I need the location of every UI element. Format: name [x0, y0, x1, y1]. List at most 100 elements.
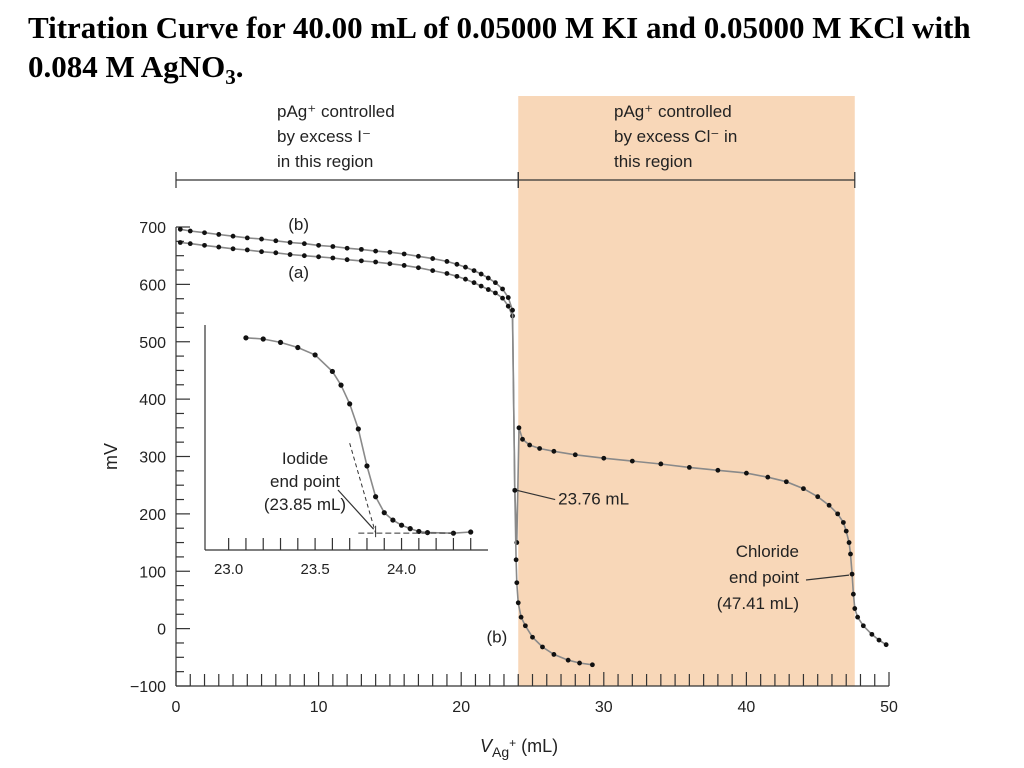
region-right-label: by excess Cl⁻ in: [614, 127, 737, 146]
series-a-point: [835, 511, 841, 517]
series-a-point: [658, 461, 664, 467]
series-b-point: [444, 259, 450, 264]
series-b-point: [518, 614, 524, 620]
series-a-point: [259, 249, 264, 255]
series-a-point: [840, 520, 846, 525]
series-a-point: [316, 254, 321, 260]
annotation-endpoint: 23.76 mL: [558, 490, 629, 509]
series-b-point: [500, 286, 505, 292]
series-b-label: (b): [486, 628, 507, 647]
series-b-point: [505, 295, 511, 300]
series-a-point: [601, 455, 607, 461]
series-a-point: [493, 290, 498, 296]
series-b-point: [187, 228, 193, 234]
y-axis-label: mV: [101, 443, 121, 470]
series-a-point: [846, 540, 852, 545]
inset-series-point: [381, 510, 387, 516]
series-b-point: [430, 256, 436, 261]
series-b-point: [387, 249, 393, 255]
series-b-point: [373, 248, 379, 254]
series-b-point: [513, 557, 519, 563]
series-b-point: [463, 264, 468, 270]
x-tick-label: 30: [595, 699, 613, 716]
series-a-point: [855, 614, 861, 620]
series-b-point: [577, 660, 582, 666]
series-a-point: [715, 467, 721, 473]
series-b-label: (b): [288, 215, 309, 234]
inset-x-tick-label: 23.5: [300, 561, 329, 578]
series-a-point: [485, 287, 491, 292]
region-right-label: this region: [614, 152, 692, 171]
series-a-point: [876, 637, 882, 643]
series-a-point: [358, 258, 364, 264]
series-a-point: [537, 446, 543, 451]
y-tick-label: 200: [139, 507, 166, 524]
series-a-point: [273, 250, 279, 256]
series-b-point: [330, 244, 336, 249]
series-a-point: [287, 252, 293, 257]
inset-x-tick-label: 24.0: [387, 561, 416, 578]
series-b-point: [512, 487, 518, 493]
series-a-point: [848, 551, 853, 557]
series-a-point: [454, 273, 460, 279]
annotation-chloride: Chloride: [736, 542, 799, 561]
inset-series-point: [347, 401, 353, 407]
y-tick-label: 300: [139, 450, 166, 467]
chloride-leader: [805, 574, 850, 581]
series-b-point: [510, 307, 515, 313]
inset-annotation: Iodide: [282, 449, 328, 468]
series-b-point: [273, 238, 279, 244]
y-tick-label: 700: [139, 220, 166, 237]
inset-series-point: [373, 494, 379, 500]
series-b-point: [530, 634, 535, 640]
series-b-point: [515, 600, 521, 606]
series-a-point: [202, 242, 207, 248]
region-left-label: by excess I⁻: [277, 127, 371, 146]
inset-series-point: [338, 382, 344, 388]
inset-series-point: [312, 352, 318, 358]
inset-series-point: [398, 522, 405, 528]
inset-background: [203, 321, 494, 586]
series-a-point: [516, 425, 522, 431]
series-a-point: [629, 458, 635, 464]
x-tick-label: 40: [738, 699, 756, 716]
inset-series-point: [468, 529, 474, 535]
series-a-point: [230, 246, 236, 252]
series-b-point: [478, 271, 484, 277]
annotation-chloride: end point: [729, 568, 799, 587]
region-right-label: pAg⁺ controlled: [614, 102, 732, 121]
series-a-point: [500, 295, 505, 301]
x-tick-label: 20: [452, 699, 470, 716]
series-b-point: [471, 268, 477, 274]
endpoint-leader: [516, 489, 556, 501]
series-a-point: [783, 479, 789, 485]
inset-annotation: (23.85 mL): [264, 495, 346, 514]
series-b-point: [551, 652, 557, 657]
series-b-point: [244, 235, 250, 241]
series-a-point: [765, 474, 771, 480]
title-period: .: [235, 49, 244, 84]
series-a-point: [463, 276, 468, 282]
series-b-point: [202, 230, 207, 236]
series-a-point: [177, 240, 183, 245]
inset-series-point: [329, 368, 335, 375]
x-tick-label: 0: [172, 699, 181, 716]
series-a-point: [572, 452, 578, 458]
series-b-point: [216, 232, 222, 237]
annotation-chloride: (47.41 mL): [717, 594, 799, 613]
series-a-point: [801, 486, 806, 492]
x-tick-label: 50: [880, 699, 898, 716]
y-tick-label: 400: [139, 392, 166, 409]
series-a-point: [471, 280, 477, 286]
region-left-label: in this region: [277, 152, 373, 171]
series-a-point: [330, 255, 336, 261]
series-b-point: [514, 580, 520, 586]
y-tick-label: 0: [157, 622, 166, 639]
title-subscript: 3: [225, 65, 236, 90]
y-tick-label: 100: [139, 564, 166, 581]
series-b-point: [493, 280, 498, 286]
series-a-point: [216, 244, 222, 250]
series-a-point: [527, 442, 533, 448]
inset-series-point: [424, 529, 431, 536]
chart-title: Titration Curve for 40.00 mL of 0.05000 …: [28, 8, 1008, 97]
